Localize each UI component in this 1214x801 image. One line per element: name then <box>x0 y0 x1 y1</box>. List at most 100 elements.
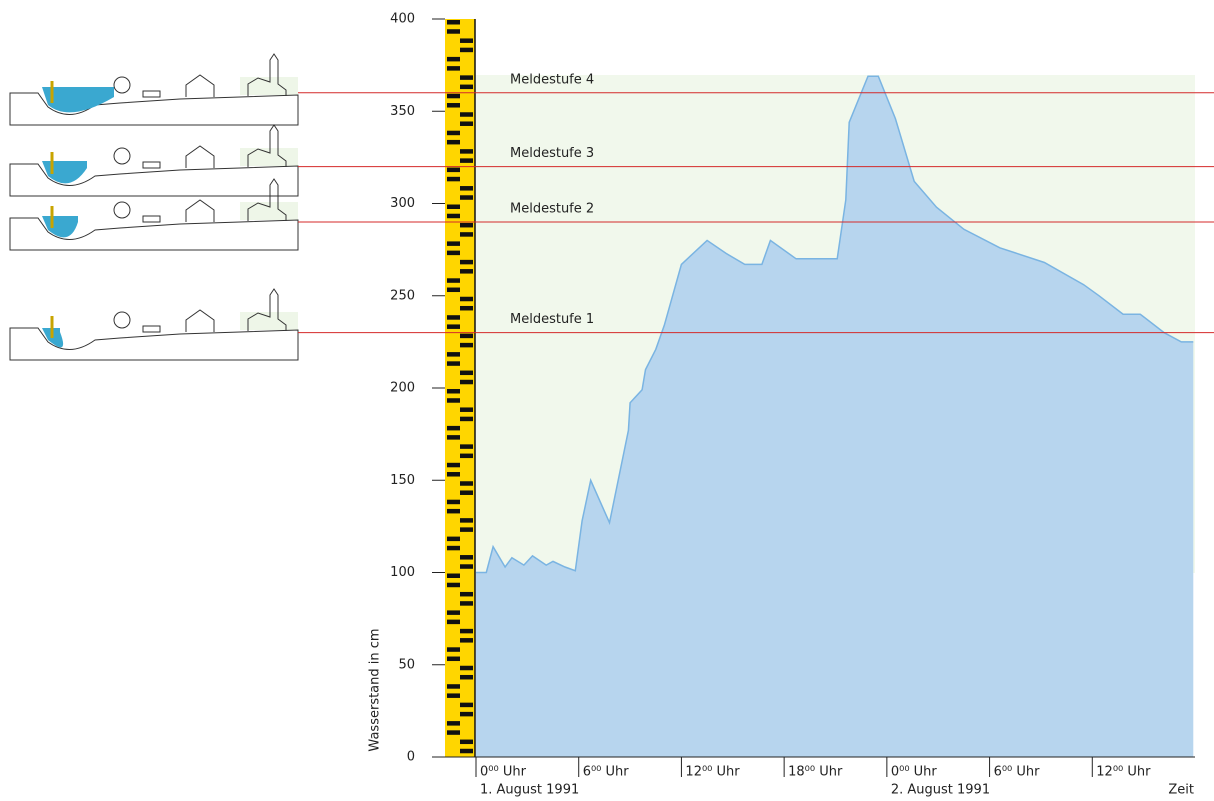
gauge-mark <box>447 139 460 145</box>
date-label: 2. August 1991 <box>891 783 990 798</box>
y-tick-label: 200 <box>390 381 415 396</box>
landscape-part <box>185 309 215 332</box>
landscape-part <box>185 145 215 168</box>
x-tick-label: 6⁰⁰ Uhr <box>994 765 1041 780</box>
landscape-part <box>9 327 299 361</box>
gauge-mark <box>447 204 460 209</box>
gauge-mark <box>447 56 460 62</box>
landscape-part <box>247 53 287 96</box>
gauge-mark <box>447 93 460 99</box>
gauge-mark <box>460 84 473 90</box>
gauge-mark <box>447 545 460 551</box>
gauge-mark <box>460 333 473 339</box>
landscape-part <box>142 325 161 333</box>
landscape-part <box>240 312 298 330</box>
gauge-mark <box>447 647 460 652</box>
gauge-mark <box>460 702 473 708</box>
gauge-mark <box>460 416 473 422</box>
gauge-ruler <box>445 19 475 757</box>
gauge-mark <box>447 462 460 468</box>
gauge-mark <box>460 518 473 523</box>
gauge-mark <box>447 610 460 615</box>
landscape-icon <box>9 178 299 251</box>
x-tick-label: 0⁰⁰ Uhr <box>480 765 527 780</box>
gauge-mark <box>447 176 460 182</box>
gauge-mark <box>460 158 473 163</box>
gauge-mark <box>460 38 473 43</box>
gauge-mark <box>447 536 460 542</box>
landscape-icon <box>9 288 299 361</box>
landscape-part <box>142 215 161 223</box>
landscape-part <box>42 87 114 113</box>
gauge-mark <box>460 555 473 560</box>
gauge-mark <box>447 324 460 329</box>
gauge-mark <box>447 472 460 477</box>
gauge-mark <box>460 121 473 126</box>
gauge-mark <box>460 638 473 643</box>
gauge-mark <box>447 20 460 25</box>
gauge-mark <box>460 453 473 459</box>
gauge-mark <box>460 112 473 117</box>
gauge-mark <box>460 305 473 311</box>
x-tick-label: 12⁰⁰ Uhr <box>1096 765 1151 780</box>
landscape-part <box>9 92 299 126</box>
gauge-mark <box>460 481 473 486</box>
y-tick-label: 150 <box>390 473 415 488</box>
gauge-mark <box>460 527 473 532</box>
gauge-mark <box>460 186 473 191</box>
x-tick-label: 12⁰⁰ Uhr <box>685 765 740 780</box>
gauge-mark <box>447 656 460 662</box>
x-tick-label: 18⁰⁰ Uhr <box>788 765 843 780</box>
gauge-mark <box>460 628 473 634</box>
gauge-mark <box>460 564 473 569</box>
gauge-mark <box>447 315 460 320</box>
gauge-mark <box>447 130 460 136</box>
gauge-mark <box>447 425 460 431</box>
threshold-label: Meldestufe 1 <box>510 312 594 327</box>
landscape-part <box>142 161 161 169</box>
gauge-mark <box>460 601 473 606</box>
gauge-mark <box>460 591 473 597</box>
gauge-mark <box>447 250 460 256</box>
gauge-mark <box>447 278 460 283</box>
gauge-mark <box>460 370 473 376</box>
gauge-mark <box>460 296 473 302</box>
y-tick-label: 0 <box>407 750 415 765</box>
gauge-mark <box>447 582 460 588</box>
gauge-mark <box>460 490 473 495</box>
gauge-mark <box>447 693 460 698</box>
gauge-mark <box>447 721 460 726</box>
landscape-part <box>113 76 131 94</box>
gauge-mark <box>460 259 473 265</box>
gauge-mark <box>460 232 473 237</box>
gauge-mark <box>460 47 473 53</box>
gauge-mark <box>460 222 473 228</box>
gauge-mark <box>460 674 473 680</box>
gauge-mark <box>447 361 460 366</box>
gauge-mark <box>447 684 460 689</box>
y-tick-label: 400 <box>390 12 415 27</box>
x-tick-label: 6⁰⁰ Uhr <box>583 765 630 780</box>
landscape-part <box>247 124 287 167</box>
gauge-mark <box>447 352 460 357</box>
gauge-mark <box>460 195 473 200</box>
landscape-part <box>113 147 131 165</box>
gauge-mark <box>447 389 460 394</box>
gauge-mark <box>447 573 460 578</box>
date-label: 1. August 1991 <box>480 783 579 798</box>
landscape-part <box>9 163 299 197</box>
gauge-mark <box>447 167 460 173</box>
gauge-mark <box>447 730 460 735</box>
gauge-mark <box>460 739 473 745</box>
y-axis-label: Wasserstand in cm <box>368 628 383 751</box>
threshold-label: Meldestufe 3 <box>510 146 594 161</box>
landscape-part <box>185 199 215 222</box>
landscape-part <box>240 77 298 95</box>
gauge-mark <box>460 665 473 671</box>
gauge-mark <box>460 75 473 80</box>
gauge-mark <box>460 407 473 412</box>
landscape-part <box>247 288 287 331</box>
landscape-icon <box>9 124 299 197</box>
gauge-mark <box>460 149 473 154</box>
